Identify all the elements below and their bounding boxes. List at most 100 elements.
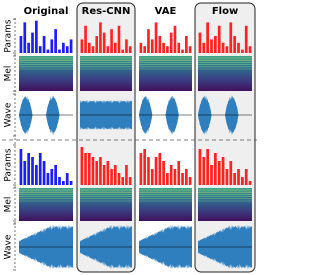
param-bar — [27, 42, 30, 53]
mel-spectrogram — [139, 188, 192, 221]
param-bar — [169, 165, 173, 185]
param-bar — [121, 49, 125, 53]
param-bar — [27, 153, 30, 185]
param-bar — [50, 169, 54, 185]
param-bar — [54, 29, 57, 53]
param-bar — [188, 177, 192, 185]
mel-spectrogram — [198, 188, 252, 221]
param-bar — [177, 42, 181, 53]
mel-spectrogram — [80, 188, 132, 221]
param-bar — [113, 42, 117, 53]
param-bar — [169, 32, 173, 53]
param-bar — [50, 39, 54, 53]
param-bar — [80, 147, 84, 185]
param-bar — [62, 42, 65, 53]
param-bar — [162, 161, 165, 185]
mel-spectrogram — [139, 56, 192, 91]
param-bar — [225, 46, 229, 53]
param-bar — [99, 157, 102, 185]
column-header: VAE — [155, 6, 177, 17]
param-bar — [202, 157, 206, 185]
param-bar — [80, 39, 84, 53]
mel-spectrogram — [19, 56, 73, 91]
param-bar — [244, 169, 248, 185]
param-bar — [62, 181, 65, 185]
param-bar — [58, 49, 61, 53]
param-bar — [154, 157, 158, 185]
param-bar — [117, 173, 121, 185]
param-bar — [106, 161, 110, 185]
param-bar — [35, 165, 38, 185]
param-bar — [241, 49, 244, 53]
row-label: Wave — [4, 102, 14, 127]
param-bar — [128, 177, 132, 185]
param-bar — [95, 36, 99, 53]
param-bar — [143, 149, 147, 185]
param-bar — [221, 42, 225, 53]
param-bar — [139, 153, 143, 185]
param-bar — [87, 153, 91, 185]
param-bar — [150, 169, 154, 185]
param-bar — [65, 173, 69, 185]
param-bar — [69, 181, 73, 185]
param-bar — [198, 149, 202, 185]
param-bar — [214, 153, 217, 185]
param-bar — [210, 39, 213, 53]
param-bar — [128, 46, 132, 53]
param-bar — [42, 161, 46, 185]
param-bar — [158, 36, 162, 53]
param-bar — [248, 181, 252, 185]
param-bar — [113, 165, 117, 185]
param-bar — [229, 161, 233, 185]
param-bar — [237, 42, 240, 53]
param-bar — [106, 46, 110, 53]
param-bar — [158, 153, 162, 185]
param-bar — [202, 42, 206, 53]
param-bar — [198, 32, 202, 53]
param-bar — [102, 32, 106, 53]
param-bar — [87, 42, 91, 53]
param-bar — [125, 39, 128, 53]
param-bar — [91, 46, 95, 53]
mel-spectrogram — [19, 188, 73, 221]
param-bar — [99, 22, 102, 53]
row-label: Params — [4, 148, 14, 182]
param-bar — [206, 149, 209, 185]
param-bar — [206, 22, 209, 53]
param-bar — [173, 25, 177, 53]
param-bar — [102, 165, 106, 185]
mel-spectrogram — [80, 56, 132, 91]
param-bar — [217, 25, 221, 53]
figure: Original Res-CNN VAE Flow Params Mel Wave Param… — [2, 2, 257, 273]
param-bar — [241, 177, 244, 185]
param-bar — [143, 46, 147, 53]
param-bar — [95, 161, 99, 185]
param-bar — [23, 161, 27, 185]
param-bar — [184, 36, 188, 53]
param-bar — [248, 46, 252, 53]
mel-spectrogram — [198, 56, 252, 91]
param-bar — [237, 169, 240, 185]
column-header: Res-CNN — [82, 6, 131, 17]
param-bar — [166, 173, 169, 185]
param-bar — [173, 169, 177, 185]
param-bar — [188, 46, 192, 53]
row-label: Mel — [4, 66, 14, 82]
param-bar — [150, 39, 154, 53]
column-header: Flow — [212, 6, 238, 17]
param-bar — [46, 49, 50, 53]
param-bar — [19, 149, 23, 185]
param-bar — [233, 173, 236, 185]
param-bar — [31, 157, 34, 185]
param-bar — [117, 25, 121, 53]
param-bar — [58, 177, 61, 185]
param-bar — [181, 173, 184, 185]
param-bar — [19, 36, 23, 53]
param-bar — [225, 169, 229, 185]
param-bar — [210, 165, 213, 185]
param-bar — [35, 20, 38, 53]
param-bar — [139, 42, 143, 53]
param-bar — [147, 157, 150, 185]
param-bar — [110, 29, 113, 53]
param-bar — [181, 49, 184, 53]
